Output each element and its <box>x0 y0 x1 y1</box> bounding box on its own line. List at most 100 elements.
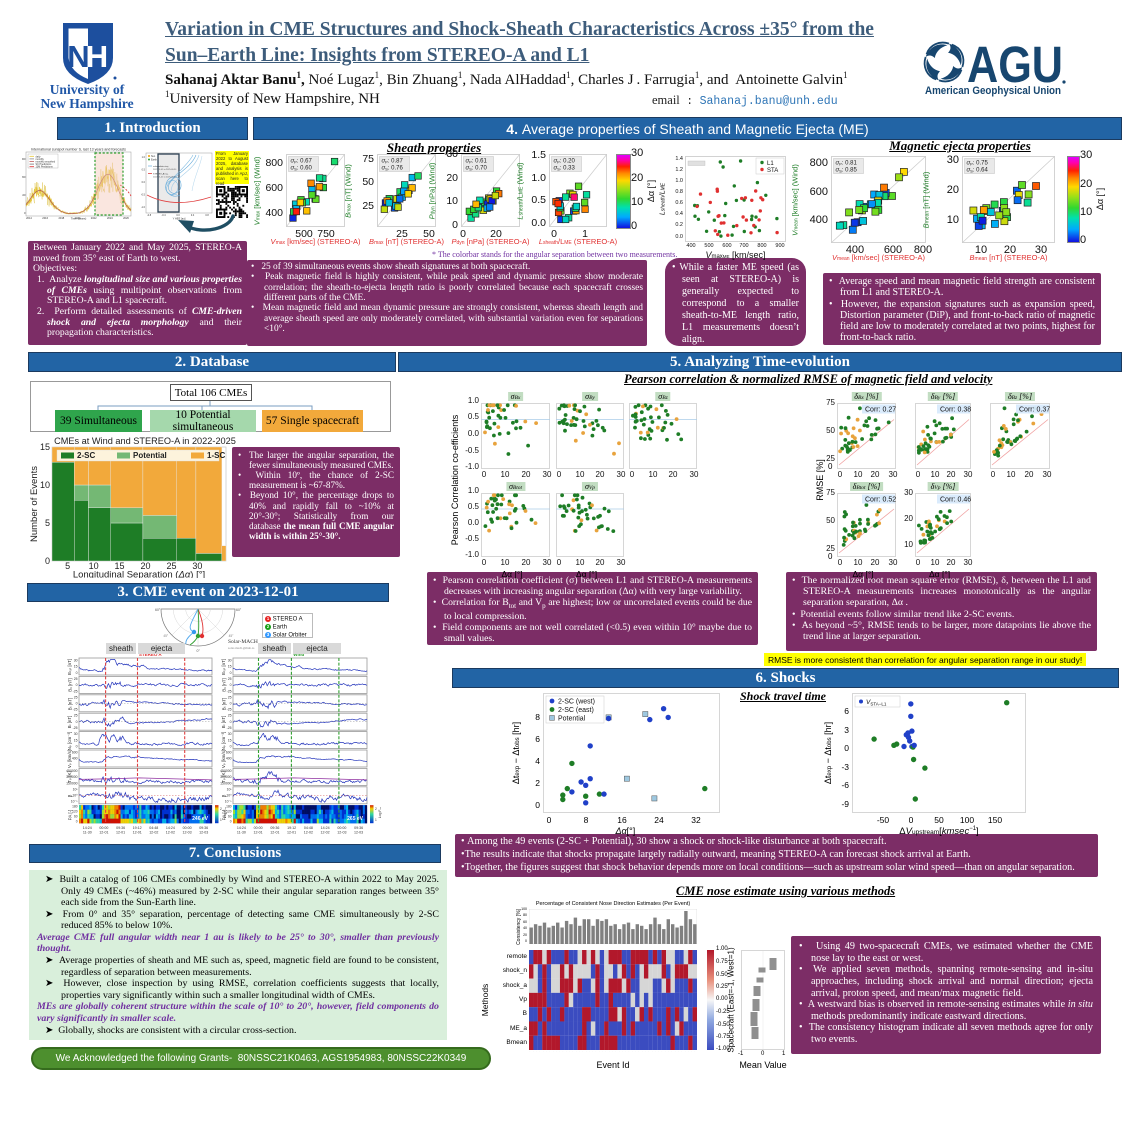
svg-text:12-01: 12-01 <box>253 831 262 835</box>
svg-text:1: 1 <box>220 818 222 822</box>
svg-text:12-02: 12-02 <box>166 831 175 835</box>
svg-text:Wind: Wind <box>293 652 304 657</box>
svg-text:2024: 2024 <box>107 216 113 220</box>
svg-text:12-03: 12-03 <box>199 831 208 835</box>
svg-text:600: 600 <box>72 751 78 755</box>
svg-text:0: 0 <box>24 211 26 215</box>
svg-text:-1.0: -1.0 <box>141 206 146 209</box>
svg-text:Earth: Earth <box>151 159 157 162</box>
svg-text:450000: 450000 <box>66 769 77 773</box>
svg-text:0: 0 <box>76 720 78 724</box>
svg-text:0: 0 <box>230 820 232 824</box>
svg-text:13M Predictions: 13M Predictions <box>36 166 54 169</box>
svg-text:25: 25 <box>228 695 232 699</box>
svg-text:σP: 0.75: σP: 0.75 <box>967 161 989 167</box>
svg-text:246 eV: 246 eV <box>192 816 209 822</box>
svg-text:60: 60 <box>74 815 78 819</box>
svg-text:0: 0 <box>230 745 232 749</box>
svg-text:0: 0 <box>230 702 232 706</box>
svg-text:monthly smoothed: monthly smoothed <box>36 161 56 164</box>
svg-text:15: 15 <box>228 738 232 742</box>
svg-text:10: 10 <box>40 480 50 490</box>
svg-text:10⁰: 10⁰ <box>226 794 232 798</box>
svg-text:12-02: 12-02 <box>149 831 158 835</box>
svg-text:00:00: 00:00 <box>99 826 108 830</box>
svg-text:σP: 0.81: σP: 0.81 <box>836 161 858 167</box>
svg-text:11-30: 11-30 <box>237 831 246 835</box>
svg-text:Potential: Potential <box>133 451 167 460</box>
svg-text:daily: daily <box>36 155 42 158</box>
svg-text:14:24: 14:24 <box>237 826 246 830</box>
svg-text:1: 1 <box>375 818 377 822</box>
svg-text:12-03: 12-03 <box>354 831 363 835</box>
svg-text:15: 15 <box>74 665 78 669</box>
svg-text:σS: 0.85: σS: 0.85 <box>836 168 858 174</box>
svg-text:0: 0 <box>76 702 78 706</box>
svg-text:60: 60 <box>228 815 232 819</box>
svg-text:solar orbiter traj.: solar orbiter traj. <box>153 165 169 168</box>
svg-text:11-30: 11-30 <box>83 831 92 835</box>
svg-text:12-03: 12-03 <box>182 831 191 835</box>
svg-text:12-01: 12-01 <box>270 831 279 835</box>
svg-text:30: 30 <box>228 659 232 663</box>
svg-text:12-01: 12-01 <box>133 831 142 835</box>
svg-text:300000: 300000 <box>66 775 77 779</box>
svg-text:Time (years): Time (years) <box>71 217 87 221</box>
svg-text:14:24: 14:24 <box>83 826 92 830</box>
svg-text:Y HEE [au]: Y HEE [au] <box>173 217 186 221</box>
svg-text:10¹: 10¹ <box>73 787 79 791</box>
svg-text:2-SC: 2-SC <box>77 451 95 460</box>
svg-text:1.0: 1.0 <box>142 156 146 159</box>
svg-text:2: 2 <box>220 807 222 811</box>
svg-text:STEREO-A traj.: STEREO-A traj. <box>153 173 169 176</box>
svg-text:00:00: 00:00 <box>254 826 263 830</box>
svg-text:Log Fₑₒ: Log Fₑₒ <box>223 806 227 818</box>
svg-text:12-02: 12-02 <box>304 831 313 835</box>
svg-text:-25: -25 <box>73 726 78 730</box>
svg-text:VSTA−L1: VSTA−L1 <box>866 699 887 707</box>
svg-text:150000: 150000 <box>66 781 77 785</box>
svg-text:-25: -25 <box>73 708 78 712</box>
svg-text:12-03: 12-03 <box>337 831 346 835</box>
svg-text:-25: -25 <box>227 689 232 693</box>
svg-text:2018: 2018 <box>58 216 64 220</box>
svg-text:2022-01-01 to 2025-08-30: 2022-01-01 to 2025-08-30 <box>153 168 177 171</box>
svg-text:04:48: 04:48 <box>149 826 158 830</box>
svg-text:0.5: 0.5 <box>142 169 146 172</box>
svg-text:25: 25 <box>74 714 78 718</box>
svg-text:0: 0 <box>230 671 232 675</box>
svg-text:Corr: 0.37: Corr: 0.37 <box>1019 407 1050 414</box>
svg-text:σS: 0.60: σS: 0.60 <box>291 166 313 172</box>
svg-text:150000: 150000 <box>220 781 231 785</box>
svg-text:0.0: 0.0 <box>176 214 180 217</box>
svg-text:0: 0 <box>230 683 232 687</box>
svg-text:25: 25 <box>228 677 232 681</box>
svg-text:30: 30 <box>228 732 232 736</box>
svg-text:14:24: 14:24 <box>166 826 175 830</box>
svg-text:Log Fₑₒ: Log Fₑₒ <box>378 806 382 818</box>
svg-text:10: 10 <box>89 561 99 571</box>
svg-text:60°: 60° <box>155 608 161 612</box>
svg-text:Sun: Sun <box>151 155 156 158</box>
svg-text:100: 100 <box>22 193 26 197</box>
svg-text:25: 25 <box>228 714 232 718</box>
svg-text:2022-01-01 to 2025-08-30: 2022-01-01 to 2025-08-30 <box>153 176 177 179</box>
svg-text:09:36: 09:36 <box>116 826 125 830</box>
svg-text:180: 180 <box>226 805 232 809</box>
svg-text:Longitudinal Separation (Δα) [: Longitudinal Separation (Δα) [°] <box>73 570 205 579</box>
svg-text:0: 0 <box>76 820 78 824</box>
svg-text:-0.8: -0.8 <box>147 214 152 217</box>
svg-text:12-01: 12-01 <box>116 831 125 835</box>
svg-text:180: 180 <box>72 805 78 809</box>
svg-text:-0.4: -0.4 <box>161 214 166 217</box>
svg-text:25: 25 <box>74 695 78 699</box>
svg-text:15: 15 <box>114 561 124 571</box>
svg-text:19:12: 19:12 <box>133 826 142 830</box>
svg-text:University of: University of <box>50 82 125 97</box>
svg-text:45°: 45° <box>163 634 169 638</box>
svg-text:σP: 0.87: σP: 0.87 <box>382 159 404 165</box>
svg-text:19:12: 19:12 <box>287 826 296 830</box>
svg-text:Corr: 0.46: Corr: 0.46 <box>940 497 971 504</box>
svg-text:N: N <box>67 39 89 74</box>
svg-text:σS: 0.70: σS: 0.70 <box>466 166 488 172</box>
